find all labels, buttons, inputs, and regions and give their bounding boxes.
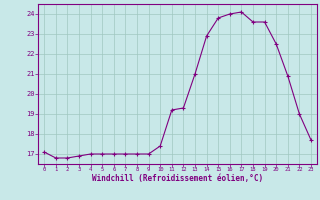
X-axis label: Windchill (Refroidissement éolien,°C): Windchill (Refroidissement éolien,°C) xyxy=(92,174,263,183)
